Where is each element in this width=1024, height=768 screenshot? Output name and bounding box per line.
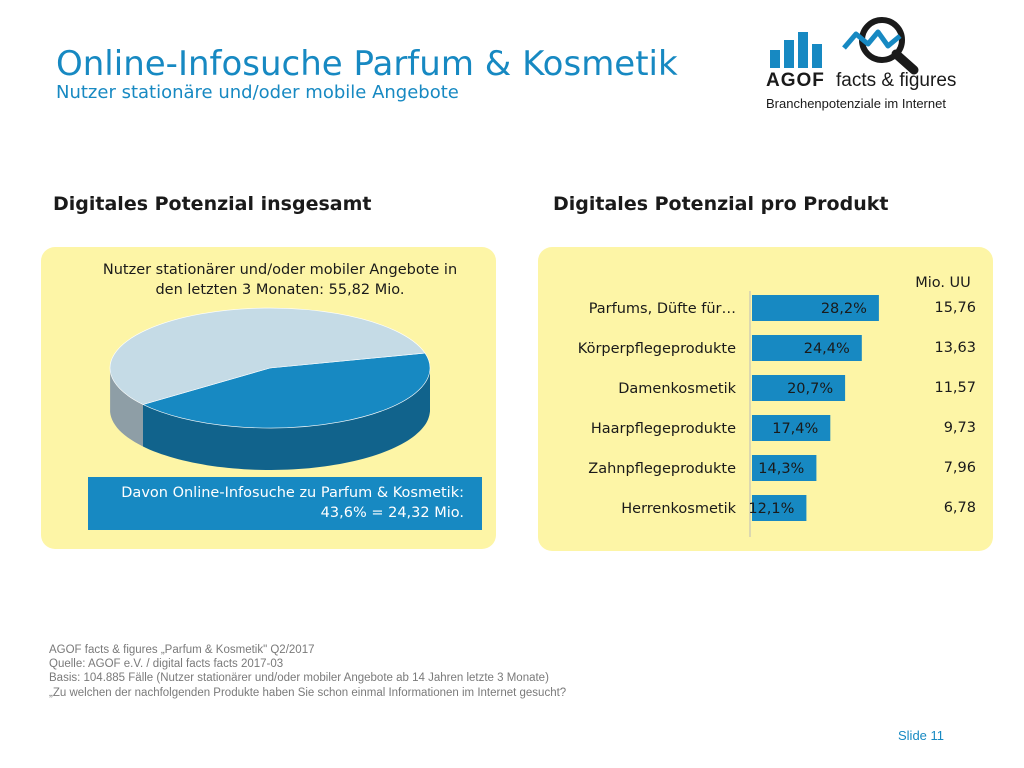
logo-brand: AGOF <box>766 70 825 91</box>
bar <box>752 415 831 441</box>
pie-slice-2 <box>109 307 426 405</box>
bar <box>752 455 817 481</box>
category-label: Haarpflegeprodukte <box>591 421 736 437</box>
right-section-heading: Digitales Potenzial pro Produkt <box>553 193 889 215</box>
pie-slice-1 <box>142 352 431 429</box>
subset-callout: Davon Online-Infosuche zu Parfum & Kosme… <box>88 477 482 530</box>
bar-value-label: 28,2% <box>821 301 867 317</box>
category-label: Parfums, Düfte für… <box>589 301 736 317</box>
mio-uu-value: 7,96 <box>944 460 976 476</box>
category-label: Körperpflegeprodukte <box>578 341 736 357</box>
unit-header: Mio. UU <box>915 275 971 291</box>
pie-chart <box>109 307 431 470</box>
page-subtitle: Nutzer stationäre und/oder mobile Angebo… <box>56 82 459 103</box>
slide-number: Slide 11 <box>898 728 945 743</box>
note-line: Quelle: AGOF e.V. / digital facts facts … <box>49 658 284 671</box>
bar <box>752 375 846 401</box>
bar-value-label: 14,3% <box>758 461 804 477</box>
bar <box>752 295 879 321</box>
bar-value-label: 24,4% <box>804 341 850 357</box>
mio-uu-value: 13,63 <box>934 340 976 356</box>
note-line: Basis: 104.885 Fälle (Nutzer stationärer… <box>49 672 549 685</box>
bar <box>752 335 862 361</box>
note-line: AGOF facts & figures „Parfum & Kosmetik"… <box>49 644 315 656</box>
category-label: Damenkosmetik <box>618 381 736 397</box>
agof-logo <box>770 17 919 75</box>
mio-uu-value: 6,78 <box>944 500 976 516</box>
magnifier-icon <box>842 17 919 75</box>
mio-uu-value: 11,57 <box>934 380 976 396</box>
pie-slice-side <box>110 370 143 447</box>
logo-product: facts & figures <box>836 70 957 91</box>
mio-uu-value: 15,76 <box>934 300 976 316</box>
bar <box>752 495 807 521</box>
bar-value-label: 17,4% <box>772 421 818 437</box>
page-title: Online-Infosuche Parfum & Kosmetik <box>56 44 678 84</box>
source-notes: AGOF facts & figures „Parfum & Kosmetik"… <box>49 643 566 700</box>
bar-chart: Mio. UU Parfums, Düfte für… 28,2% 15,76 Kör… <box>578 275 976 537</box>
note-line: „Zu welchen der nachfolgenden Produkte h… <box>49 686 567 699</box>
bar-value-label: 20,7% <box>787 381 833 397</box>
bar-chart-icon <box>770 32 822 68</box>
category-label: Zahnpflegeprodukte <box>588 461 736 477</box>
bar-value-label: 12,1% <box>748 501 794 517</box>
mio-uu-value: 9,73 <box>944 420 976 436</box>
left-section-heading: Digitales Potenzial insgesamt <box>53 193 372 215</box>
total-users-text: Nutzer stationärer und/oder mobiler Ange… <box>102 262 458 298</box>
category-label: Herrenkosmetik <box>621 501 736 517</box>
logo-tagline: Branchenpotenziale im Internet <box>766 96 946 111</box>
pie-slice-side <box>143 369 430 470</box>
